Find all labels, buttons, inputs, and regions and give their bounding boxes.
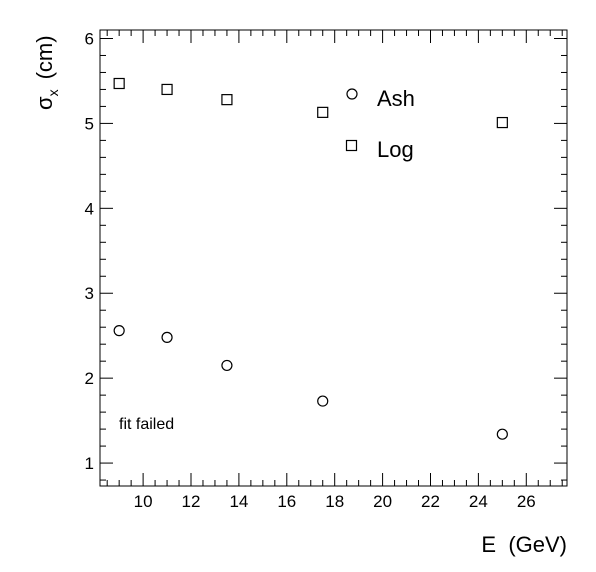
data-point-ash: [221, 359, 233, 372]
x-tick-label: 10: [134, 492, 153, 511]
y-axis-subscript: x: [45, 89, 61, 96]
y-tick-label: 2: [85, 369, 94, 388]
annotation-fit-failed: fit failed: [119, 416, 174, 433]
x-axis-label: E (GeV): [481, 532, 567, 557]
data-point-log: [161, 83, 173, 96]
x-tick-label: 20: [373, 492, 392, 511]
data-point-ash: [161, 331, 173, 343]
data-point-ash: [317, 395, 329, 407]
y-axis-unit: (cm): [32, 35, 57, 79]
plot-frame: [99, 29, 568, 487]
legend-marker-log: [345, 139, 358, 152]
data-point-log: [221, 94, 233, 106]
data-point-log: [113, 77, 125, 90]
data-point-log: [317, 106, 329, 118]
x-tick-label: 14: [229, 492, 248, 511]
legend: Ash Log: [345, 86, 415, 162]
y-axis-label: σx (cm): [32, 35, 61, 110]
legend-label-ash: Ash: [377, 86, 415, 111]
legend-marker-ash: [346, 88, 358, 100]
data-point-log: [496, 116, 508, 129]
legend-label-log: Log: [377, 137, 414, 162]
data-point-ash: [496, 428, 508, 440]
x-tick-label: 22: [421, 492, 440, 511]
y-tick-label: 4: [85, 199, 94, 218]
x-tick-label: 24: [469, 492, 488, 511]
y-tick-label: 1: [85, 454, 94, 473]
x-tick-label: 18: [325, 492, 344, 511]
x-tick-label: 12: [182, 492, 201, 511]
y-axis-symbol: σ: [32, 96, 57, 110]
y-tick-label: 6: [85, 29, 94, 48]
y-tick-label: 5: [85, 114, 94, 133]
axis-ticks: [100, 30, 567, 486]
data-point-ash: [113, 325, 125, 337]
x-tick-label: 16: [277, 492, 296, 511]
x-tick-label: 26: [517, 492, 536, 511]
data-marks: [113, 77, 508, 440]
y-tick-label: 3: [85, 284, 94, 303]
